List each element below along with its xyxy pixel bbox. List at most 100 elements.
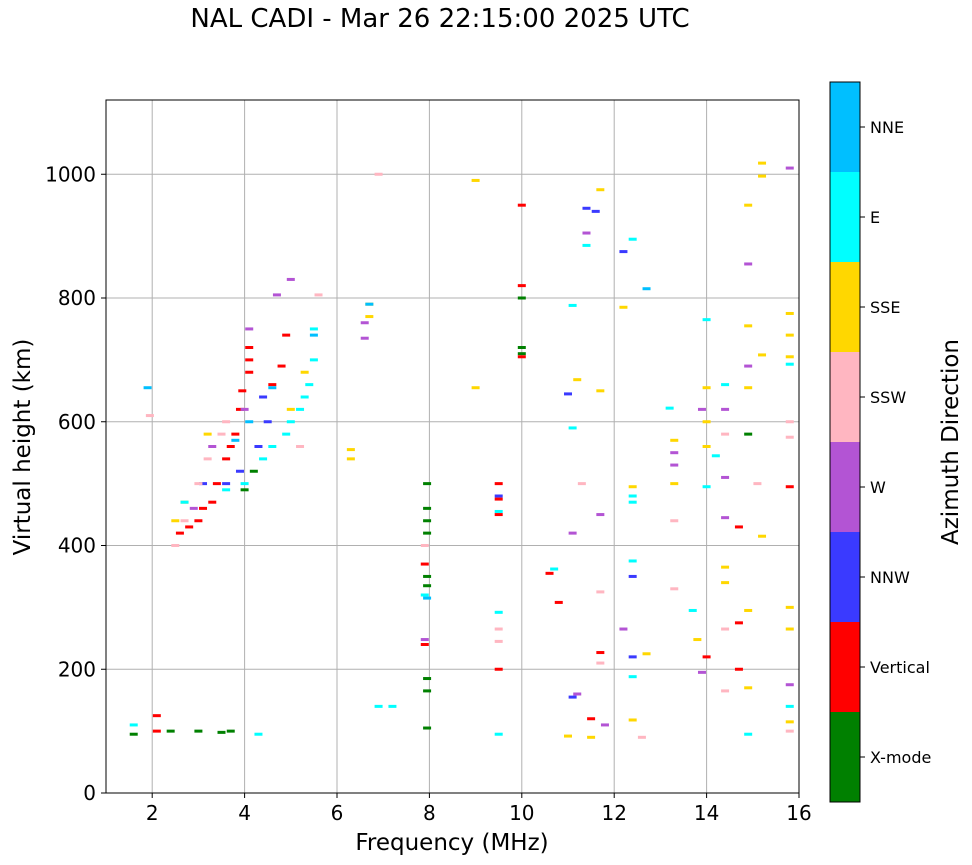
echo-point-nnw <box>222 482 231 486</box>
echo-point-w <box>240 407 249 411</box>
echo-point-nne <box>642 287 651 291</box>
echo-point-sse <box>702 386 711 390</box>
echo-point-sse <box>744 386 753 390</box>
echo-point-x-mode <box>517 296 526 300</box>
echo-point-w <box>785 166 794 170</box>
echo-point-ssw <box>374 172 383 176</box>
chart-title: NAL CADI - Mar 26 22:15:00 2025 UTC <box>190 4 690 34</box>
echo-point-e <box>550 567 559 571</box>
echo-point-ssw <box>217 432 226 436</box>
grid-lines <box>106 100 799 793</box>
echo-point-e <box>628 559 637 563</box>
echo-point-ssw <box>596 661 605 665</box>
echo-point-vertical <box>152 714 161 718</box>
echo-point-sse <box>587 735 596 739</box>
echo-point-w <box>573 692 582 696</box>
colorbar-segment <box>830 82 860 172</box>
echo-point-sse <box>785 311 794 315</box>
echo-point-vertical <box>554 600 563 604</box>
echo-point-vertical <box>194 519 203 523</box>
echo-point-w <box>670 463 679 467</box>
echo-point-e <box>721 383 730 387</box>
echo-point-ssw <box>494 639 503 643</box>
echo-point-w <box>744 262 753 266</box>
colorbar-segment <box>830 352 860 442</box>
echo-point-vertical <box>702 655 711 659</box>
echo-point-sse <box>721 565 730 569</box>
echo-point-sse <box>471 178 480 182</box>
echo-point-e <box>305 383 314 387</box>
echo-point-sse <box>628 485 637 489</box>
echo-point-e <box>494 509 503 513</box>
echo-point-sse <box>642 652 651 656</box>
echo-point-e <box>582 243 591 247</box>
echo-point-sse <box>619 305 628 309</box>
echo-point-nne <box>245 420 254 424</box>
echo-point-vertical <box>420 562 429 566</box>
echo-point-e <box>180 500 189 504</box>
echo-point-e <box>300 395 309 399</box>
echo-point-ssw <box>194 482 203 486</box>
echo-point-ssw <box>637 735 646 739</box>
echo-point-sse <box>785 355 794 359</box>
echo-point-e <box>282 432 291 436</box>
echo-point-x-mode <box>194 729 203 733</box>
echo-point-e <box>785 362 794 366</box>
echo-point-vertical <box>494 667 503 671</box>
echo-point-e <box>259 457 268 461</box>
echo-point-x-mode <box>423 482 432 486</box>
echo-point-sse <box>346 457 355 461</box>
echo-point-vertical <box>208 500 217 504</box>
colorbar-tick-label: E <box>870 208 880 227</box>
echo-point-x-mode <box>129 732 138 736</box>
echo-point-e <box>628 500 637 504</box>
echo-point-e <box>665 406 674 410</box>
echo-point-vertical <box>268 383 277 387</box>
y-tick-label: 200 <box>58 657 96 681</box>
colorbar-segment <box>830 172 860 262</box>
echo-point-sse <box>758 534 767 538</box>
echo-point-vertical <box>587 717 596 721</box>
echo-point-vertical <box>734 525 743 529</box>
echo-point-ssw <box>171 544 180 547</box>
echo-point-vertical <box>734 667 743 671</box>
echo-point-w <box>420 638 429 642</box>
echo-point-e <box>222 488 231 492</box>
echo-point-sse <box>171 519 180 523</box>
echo-point-sse <box>346 448 355 452</box>
echo-point-ssw <box>596 590 605 594</box>
echo-point-nnw <box>628 655 637 659</box>
echo-point-vertical <box>282 333 291 337</box>
echo-point-w <box>697 407 706 411</box>
y-tick-label: 600 <box>58 410 96 434</box>
y-tick-label: 0 <box>83 781 96 805</box>
echo-point-sse <box>785 627 794 631</box>
x-tick-label: 16 <box>786 801 811 825</box>
echo-point-e <box>494 732 503 736</box>
echo-point-e <box>309 358 318 362</box>
echo-point-ssw <box>577 482 586 486</box>
echo-point-vertical <box>152 729 161 733</box>
echo-point-ssw <box>753 482 762 486</box>
echo-point-ssw <box>314 293 323 297</box>
echo-point-vertical <box>494 497 503 501</box>
echo-point-w <box>272 293 281 297</box>
echo-point-nne <box>143 386 152 390</box>
echo-point-sse <box>365 315 374 319</box>
echo-point-vertical <box>420 643 429 646</box>
echo-point-ssw <box>785 729 794 733</box>
colorbar-tick-label: X-mode <box>870 748 931 767</box>
echo-point-e <box>268 445 277 448</box>
echo-point-e <box>309 327 318 331</box>
echo-point-w <box>360 336 369 340</box>
echo-point-ssw <box>222 420 231 424</box>
echo-point-w <box>245 327 254 331</box>
echo-point-sse <box>758 174 767 178</box>
echo-point-sse <box>744 324 753 328</box>
echo-point-w <box>721 516 730 520</box>
echo-point-ssw <box>785 420 794 424</box>
echo-point-e <box>568 426 577 430</box>
echo-point-x-mode <box>423 584 432 588</box>
echo-point-nne <box>423 596 432 600</box>
echo-point-e <box>744 732 753 736</box>
